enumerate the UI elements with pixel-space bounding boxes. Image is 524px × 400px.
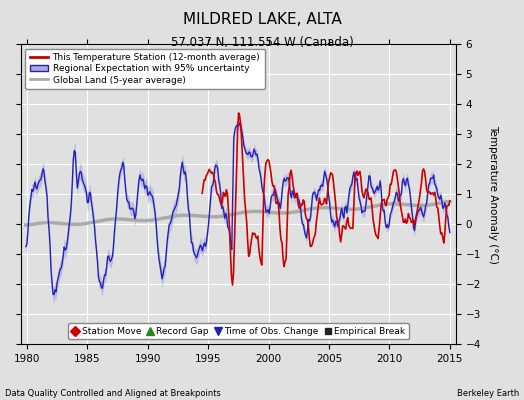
Legend: Station Move, Record Gap, Time of Obs. Change, Empirical Break: Station Move, Record Gap, Time of Obs. C…: [68, 323, 409, 340]
Text: Berkeley Earth: Berkeley Earth: [456, 389, 519, 398]
Y-axis label: Temperature Anomaly (°C): Temperature Anomaly (°C): [488, 124, 498, 264]
Text: 57.037 N, 111.554 W (Canada): 57.037 N, 111.554 W (Canada): [171, 36, 353, 49]
Text: MILDRED LAKE, ALTA: MILDRED LAKE, ALTA: [183, 12, 341, 27]
Text: Data Quality Controlled and Aligned at Breakpoints: Data Quality Controlled and Aligned at B…: [5, 389, 221, 398]
